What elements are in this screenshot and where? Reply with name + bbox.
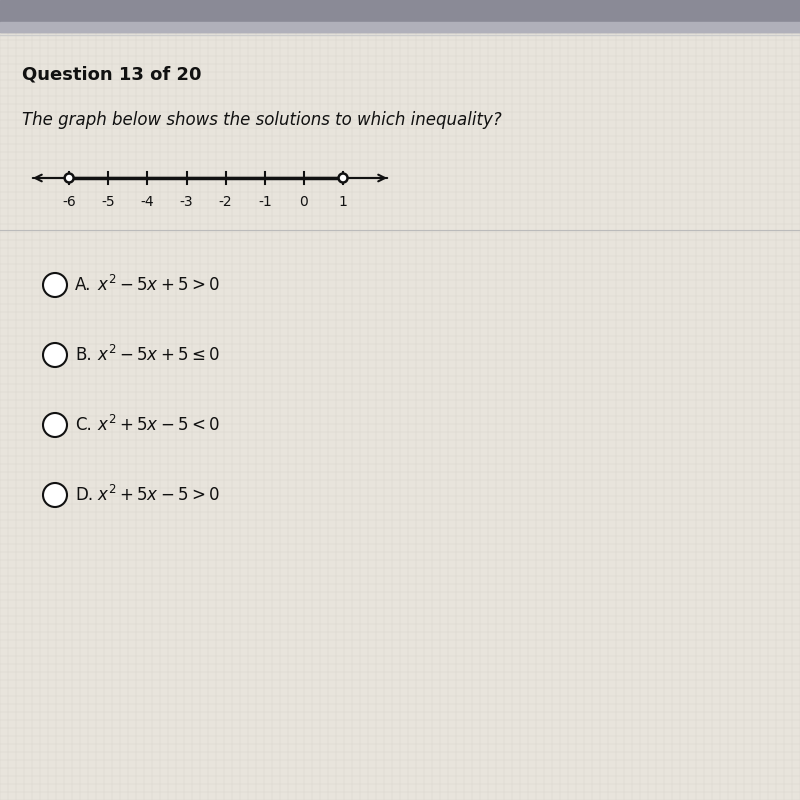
Text: $x^2 + 5x - 5 > 0$: $x^2 + 5x - 5 > 0$: [97, 485, 220, 505]
Text: -3: -3: [180, 195, 194, 209]
Text: 0: 0: [299, 195, 308, 209]
Text: $x^2 - 5x + 5 > 0$: $x^2 - 5x + 5 > 0$: [97, 275, 220, 295]
Text: B.: B.: [75, 346, 92, 364]
Text: D.: D.: [75, 486, 93, 504]
Circle shape: [43, 343, 67, 367]
Text: -6: -6: [62, 195, 76, 209]
Circle shape: [43, 273, 67, 297]
Text: $x^2 + 5x - 5 < 0$: $x^2 + 5x - 5 < 0$: [97, 415, 220, 435]
Bar: [0, 22, 800, 32]
Text: 1: 1: [338, 195, 347, 209]
Text: The graph below shows the solutions to which inequality?: The graph below shows the solutions to w…: [22, 111, 502, 129]
Text: C.: C.: [75, 416, 92, 434]
Text: Question 13 of 20: Question 13 of 20: [22, 66, 202, 84]
Circle shape: [43, 413, 67, 437]
Circle shape: [65, 174, 74, 182]
Text: -2: -2: [219, 195, 233, 209]
Bar: [0, 0, 800, 32]
Circle shape: [43, 483, 67, 507]
Text: -4: -4: [141, 195, 154, 209]
Text: -1: -1: [258, 195, 272, 209]
Text: A.: A.: [75, 276, 91, 294]
Circle shape: [338, 174, 347, 182]
Text: -5: -5: [102, 195, 115, 209]
Text: $x^2 - 5x + 5 \leq 0$: $x^2 - 5x + 5 \leq 0$: [97, 345, 220, 365]
